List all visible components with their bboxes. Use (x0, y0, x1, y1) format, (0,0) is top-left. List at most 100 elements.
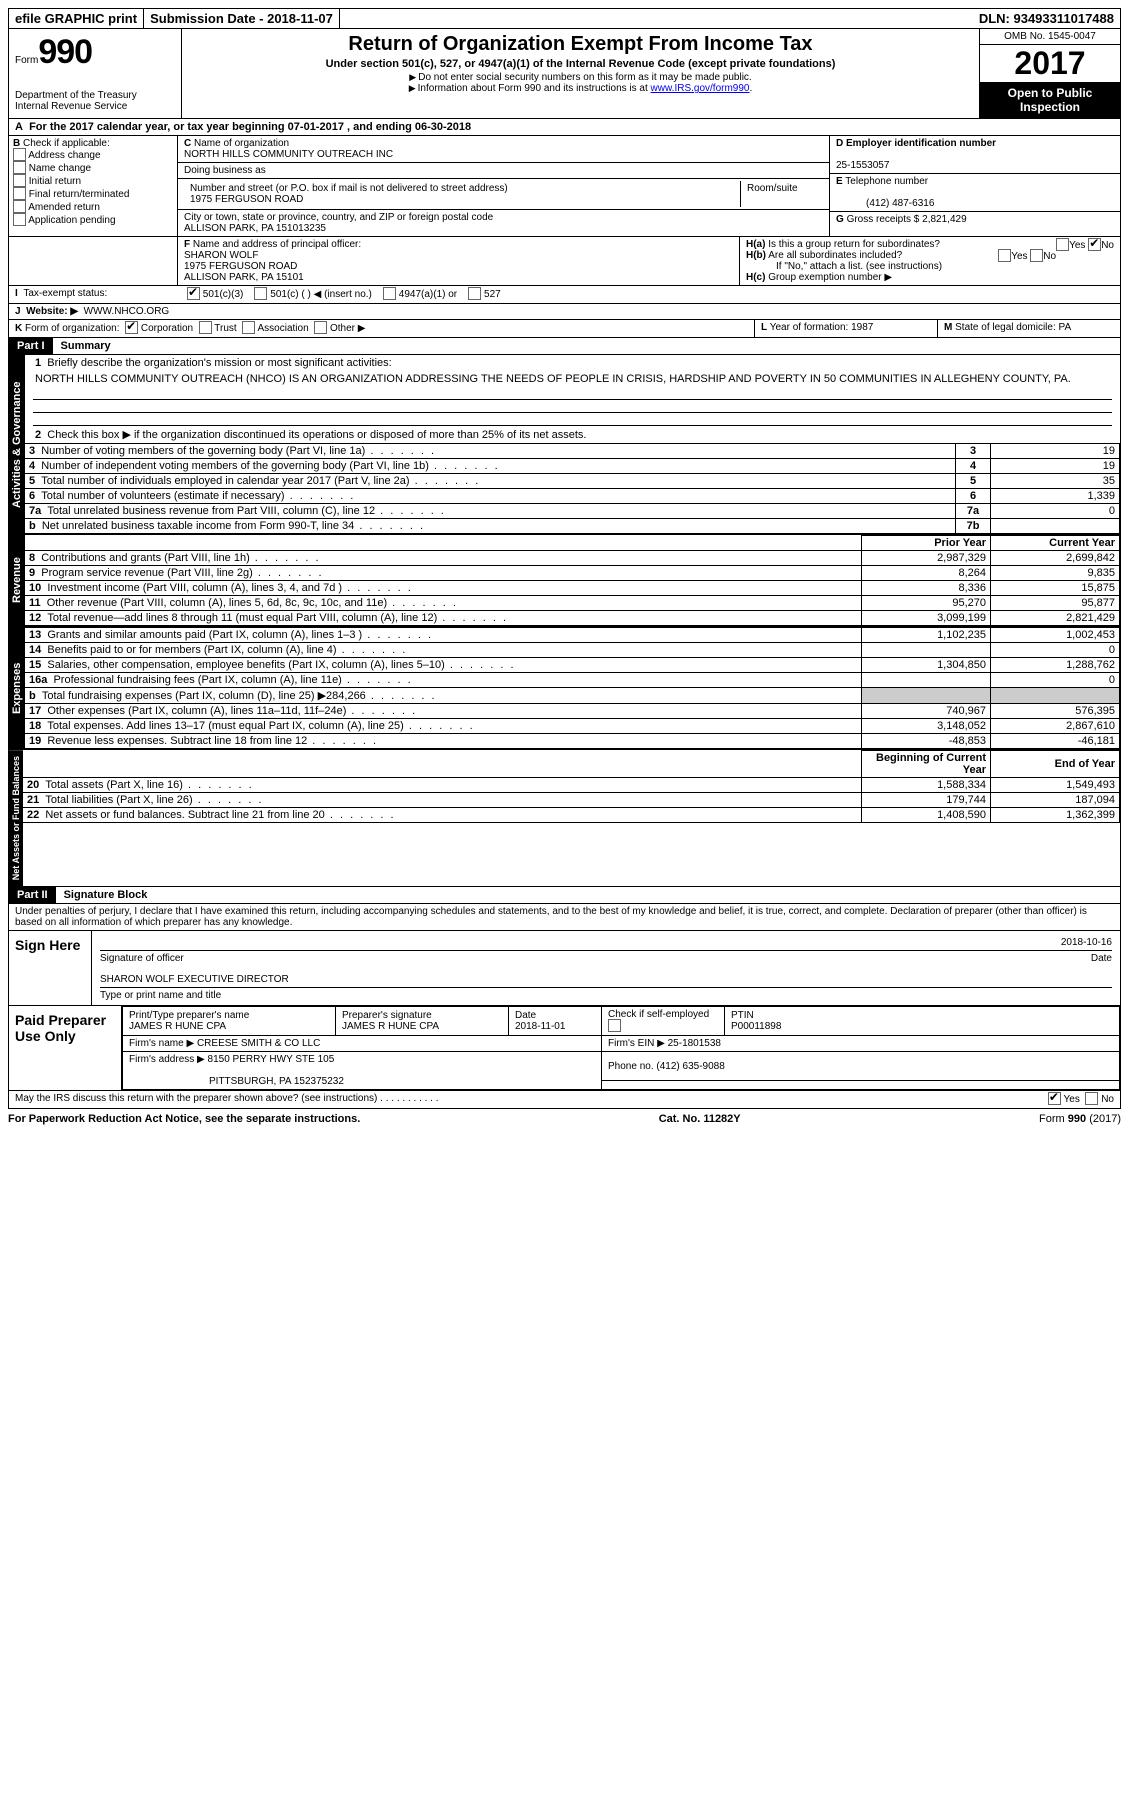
gross-label: Gross receipts $ (847, 214, 920, 225)
tax-year: 2017 (980, 45, 1120, 82)
return-subtitle: Under section 501(c), 527, or 4947(a)(1)… (190, 58, 971, 70)
discuss-row: May the IRS discuss this return with the… (8, 1091, 1121, 1109)
phone-label: Telephone number (845, 176, 928, 187)
perjury-declaration: Under penalties of perjury, I declare th… (8, 904, 1121, 931)
ssn-note: Do not enter social security numbers on … (190, 72, 971, 83)
return-title: Return of Organization Exempt From Incom… (190, 33, 971, 56)
street-value: 1975 FERGUSON ROAD (190, 194, 303, 205)
hc-label: Group exemption number ▶ (768, 272, 892, 283)
row-i-tax-status: I Tax-exempt status: 501(c)(3) 501(c) ( … (8, 286, 1121, 304)
chk-501c3[interactable] (187, 287, 200, 300)
org-name-label: Name of organization (194, 138, 289, 149)
open-to-public: Open to PublicInspection (980, 82, 1120, 118)
firm-addr1: 8150 PERRY HWY STE 105 (208, 1054, 335, 1065)
ha-label: Is this a group return for subordinates? (768, 239, 940, 250)
chk-trust[interactable] (199, 321, 212, 334)
tab-expenses: Expenses (9, 627, 25, 749)
chk-final-return[interactable] (13, 187, 26, 200)
org-name: NORTH HILLS COMMUNITY OUTREACH INC (184, 149, 393, 160)
chk-name-change[interactable] (13, 161, 26, 174)
top-bar: efile GRAPHIC print Submission Date - 20… (8, 8, 1121, 28)
officer-addr2: ALLISON PARK, PA 15101 (184, 272, 304, 283)
part-i-header: Part I Summary (8, 338, 1121, 355)
chk-application-pending[interactable] (13, 213, 26, 226)
activities-governance-section: Activities & Governance 1 Briefly descri… (8, 355, 1121, 535)
omb-number: OMB No. 1545-0047 (980, 29, 1120, 45)
phone-value: (412) 487-6316 (836, 198, 934, 209)
firm-name: CREESE SMITH & CO LLC (197, 1038, 320, 1049)
preparer-date: 2018-11-01 (515, 1021, 565, 1032)
dln: DLN: 93493311017488 (973, 9, 1120, 28)
chk-initial-return[interactable] (13, 174, 26, 187)
efile-label: efile GRAPHIC print (9, 9, 144, 28)
irs-link[interactable]: www.IRS.gov/form990 (651, 83, 750, 94)
chk-discuss-no[interactable] (1085, 1092, 1098, 1105)
ein-label: Employer identification number (846, 138, 996, 149)
info-note: Information about Form 990 and its instr… (190, 83, 971, 94)
chk-4947[interactable] (383, 287, 396, 300)
row-j-website: J Website: ▶ WWW.NHCO.ORG (8, 304, 1121, 320)
sig-date-label: Date (1091, 953, 1112, 964)
tab-activities-governance: Activities & Governance (9, 355, 25, 534)
chk-hb-no[interactable] (1030, 249, 1043, 262)
chk-assoc[interactable] (242, 321, 255, 334)
signature-block: Sign Here 2018-10-16 Signature of office… (8, 931, 1121, 1006)
net-assets-table: Beginning of Current Year End of Year 20… (23, 750, 1120, 823)
dept-treasury: Department of the Treasury (15, 90, 175, 101)
officer-group-grid: F Name and address of principal officer:… (8, 237, 1121, 286)
chk-amended-return[interactable] (13, 200, 26, 213)
revenue-table: Prior Year Current Year 8 Contributions … (25, 535, 1120, 626)
sig-date-value: 2018-10-16 (1061, 937, 1112, 948)
sign-here-label: Sign Here (9, 931, 92, 1005)
expenses-section: Expenses 13 Grants and similar amounts p… (8, 627, 1121, 750)
governance-table: 3 Number of voting members of the govern… (25, 443, 1120, 534)
org-info-grid: B Check if applicable: Address change Na… (8, 136, 1121, 237)
irs-label: Internal Revenue Service (15, 101, 175, 112)
chk-corp[interactable] (125, 321, 138, 334)
ein-value: 25-1553057 (836, 160, 889, 171)
chk-discuss-yes[interactable] (1048, 1092, 1061, 1105)
dba-label: Doing business as (178, 163, 829, 179)
officer-name: SHARON WOLF (184, 250, 258, 261)
room-suite-label: Room/suite (741, 181, 823, 207)
row-a-tax-year: A For the 2017 calendar year, or tax yea… (8, 119, 1121, 136)
revenue-section: Revenue Prior Year Current Year 8 Contri… (8, 535, 1121, 627)
preparer-signature: JAMES R HUNE CPA (342, 1021, 439, 1032)
firm-addr2: PITTSBURGH, PA 152375232 (129, 1076, 344, 1087)
gross-value: 2,821,429 (922, 214, 967, 225)
city-label: City or town, state or province, country… (184, 212, 493, 223)
tab-revenue: Revenue (9, 535, 25, 626)
form-header: Form990 Department of the Treasury Inter… (8, 28, 1121, 119)
ptin-value: P00011898 (731, 1021, 781, 1032)
year-formation: 1987 (851, 322, 873, 333)
preparer-block: Paid Preparer Use Only Print/Type prepar… (8, 1006, 1121, 1091)
chk-ha-yes[interactable] (1056, 238, 1069, 251)
officer-label: Name and address of principal officer: (193, 239, 361, 250)
officer-addr1: 1975 FERGUSON ROAD (184, 261, 297, 272)
firm-ein: 25-1801538 (668, 1038, 721, 1049)
form-prefix: Form (15, 55, 38, 66)
col-b-checkboxes: B Check if applicable: Address change Na… (9, 136, 178, 236)
row-klm: K Form of organization: Corporation Trus… (8, 320, 1121, 338)
chk-ha-no[interactable] (1088, 238, 1101, 251)
form-number: 990 (38, 33, 92, 71)
chk-527[interactable] (468, 287, 481, 300)
chk-address-change[interactable] (13, 148, 26, 161)
footer-note: For Paperwork Reduction Act Notice, see … (8, 1109, 1121, 1125)
hb-note: If "No," attach a list. (see instruction… (746, 261, 942, 272)
chk-self-employed[interactable] (608, 1019, 621, 1032)
website-value: WWW.NHCO.ORG (84, 306, 170, 317)
mission-text: NORTH HILLS COMMUNITY OUTREACH (NHCO) IS… (25, 371, 1120, 387)
net-assets-section: Net Assets or Fund Balances Beginning of… (8, 750, 1121, 887)
chk-501c[interactable] (254, 287, 267, 300)
sig-officer-label: Signature of officer (100, 953, 184, 964)
preparer-name: JAMES R HUNE CPA (129, 1021, 226, 1032)
part-ii-header: Part II Signature Block (8, 887, 1121, 904)
chk-hb-yes[interactable] (998, 249, 1011, 262)
expenses-table: 13 Grants and similar amounts paid (Part… (25, 627, 1120, 749)
tab-net-assets: Net Assets or Fund Balances (9, 750, 23, 886)
firm-phone: (412) 635-9088 (656, 1061, 724, 1072)
submission-date: Submission Date - 2018-11-07 (144, 9, 340, 28)
paid-preparer-label: Paid Preparer Use Only (9, 1006, 122, 1090)
chk-other[interactable] (314, 321, 327, 334)
